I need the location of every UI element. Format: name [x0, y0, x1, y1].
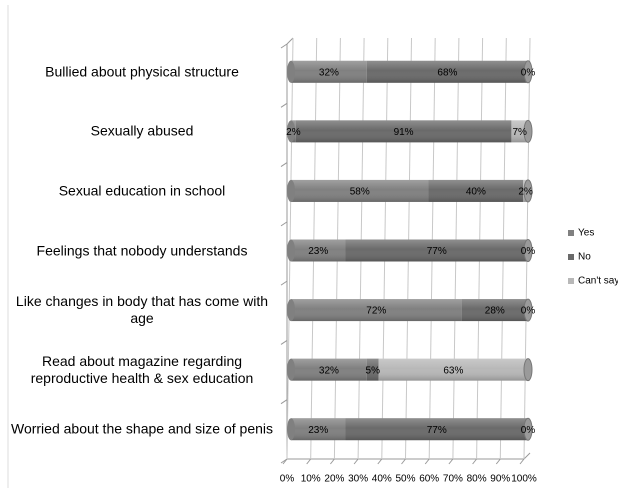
- x-tick-label: 10%: [301, 474, 321, 485]
- x-tick-label: 90%: [490, 474, 510, 485]
- category-label: Sexual education in school: [58, 182, 226, 199]
- x-tick: [448, 458, 454, 465]
- data-label: 0%: [521, 306, 536, 317]
- floor: [523, 452, 531, 460]
- legend-label: No: [578, 252, 591, 263]
- bar-shade: [295, 120, 512, 143]
- bar-shade: [511, 120, 528, 143]
- data-label: 23%: [308, 425, 328, 436]
- x-tick: [377, 458, 383, 465]
- x-tick: [306, 458, 312, 465]
- bar-shade: [366, 358, 379, 381]
- data-label: 58%: [350, 187, 370, 198]
- x-tick: [353, 458, 359, 465]
- bar-cap: [523, 239, 533, 262]
- x-tick: [282, 458, 288, 465]
- category-tick: [280, 162, 288, 167]
- data-label: 2%: [286, 127, 301, 138]
- data-label: 32%: [319, 365, 339, 376]
- x-tick: [519, 458, 525, 465]
- data-label: 40%: [466, 187, 486, 198]
- category-label: Read about magazine regarding reproducti…: [30, 352, 254, 386]
- legend-label: Yes: [578, 228, 594, 239]
- bar-cap: [287, 239, 295, 262]
- bar-shade: [291, 179, 429, 202]
- bar-cap: [523, 179, 533, 203]
- data-label: 77%: [427, 425, 447, 436]
- x-tick-label: 30%: [348, 474, 368, 485]
- x-tick-label: 20%: [324, 474, 344, 485]
- bar-shade: [291, 358, 367, 381]
- category-label: Bullied about physical structure: [45, 63, 239, 80]
- left-wall: [286, 37, 294, 45]
- category-tick: [280, 340, 288, 345]
- category-tick: [280, 280, 288, 286]
- legend-label: Can't say: [578, 276, 618, 287]
- bar-shade: [366, 60, 528, 83]
- bar-cap: [523, 60, 533, 84]
- bar-cap: [287, 358, 295, 381]
- bar-cap: [523, 358, 533, 382]
- x-tick-label: 50%: [395, 474, 415, 485]
- bar-cap: [523, 119, 533, 143]
- x-tick: [472, 458, 477, 465]
- data-label: 91%: [394, 127, 414, 138]
- category-tick: [280, 102, 288, 108]
- bar-cap: [287, 418, 295, 441]
- bar-shade: [461, 299, 528, 322]
- bar-shade: [291, 239, 346, 262]
- bar-cap: [523, 298, 533, 322]
- data-label: 5%: [366, 365, 381, 376]
- x-tick-label: 0%: [280, 474, 295, 485]
- category-label: Feelings that nobody understands: [36, 242, 248, 258]
- data-label: 28%: [485, 306, 505, 317]
- bar-shade: [291, 60, 367, 83]
- bar-shade: [345, 239, 528, 262]
- data-label: 32%: [319, 67, 339, 78]
- bar-shade: [345, 418, 528, 441]
- data-label: 0%: [521, 67, 536, 78]
- bar-shade: [291, 299, 462, 322]
- x-tick-label: 80%: [467, 474, 487, 485]
- data-label: 7%: [512, 127, 527, 138]
- data-label: 2%: [518, 187, 533, 198]
- category-tick: [280, 399, 288, 405]
- x-tick: [495, 458, 501, 465]
- data-label: 0%: [521, 425, 536, 436]
- bar-cap: [287, 299, 295, 322]
- data-label: 23%: [308, 246, 328, 257]
- x-tick-label: 40%: [372, 474, 392, 485]
- category-label: Like changes in body that has come with …: [15, 293, 269, 327]
- legend-swatch: [568, 254, 574, 260]
- category-label: Worried about the shape and size of peni…: [10, 420, 274, 437]
- x-tick-label: 70%: [443, 474, 463, 485]
- x-tick: [424, 458, 430, 465]
- category-tick: [280, 221, 288, 227]
- x-tick: [330, 458, 335, 465]
- bar-cap: [287, 179, 295, 202]
- bar-shade: [291, 418, 346, 441]
- category-tick: [280, 43, 288, 49]
- data-label: 72%: [366, 306, 386, 317]
- bar-shade: [428, 179, 524, 202]
- x-tick-label: 60%: [419, 474, 439, 485]
- bar-cap: [287, 60, 295, 83]
- data-label: 68%: [437, 67, 457, 78]
- bar-cap: [523, 417, 533, 441]
- legend-swatch: [568, 230, 574, 236]
- data-label: 77%: [427, 246, 447, 257]
- category-label: Sexually abused: [90, 122, 194, 139]
- x-tick: [401, 458, 406, 465]
- data-label: 0%: [521, 246, 536, 257]
- bar-cap: [287, 120, 295, 143]
- x-tick-label: 100%: [511, 474, 537, 485]
- bar-shade: [378, 358, 528, 381]
- legend-swatch: [568, 278, 574, 284]
- data-label: 63%: [443, 365, 463, 376]
